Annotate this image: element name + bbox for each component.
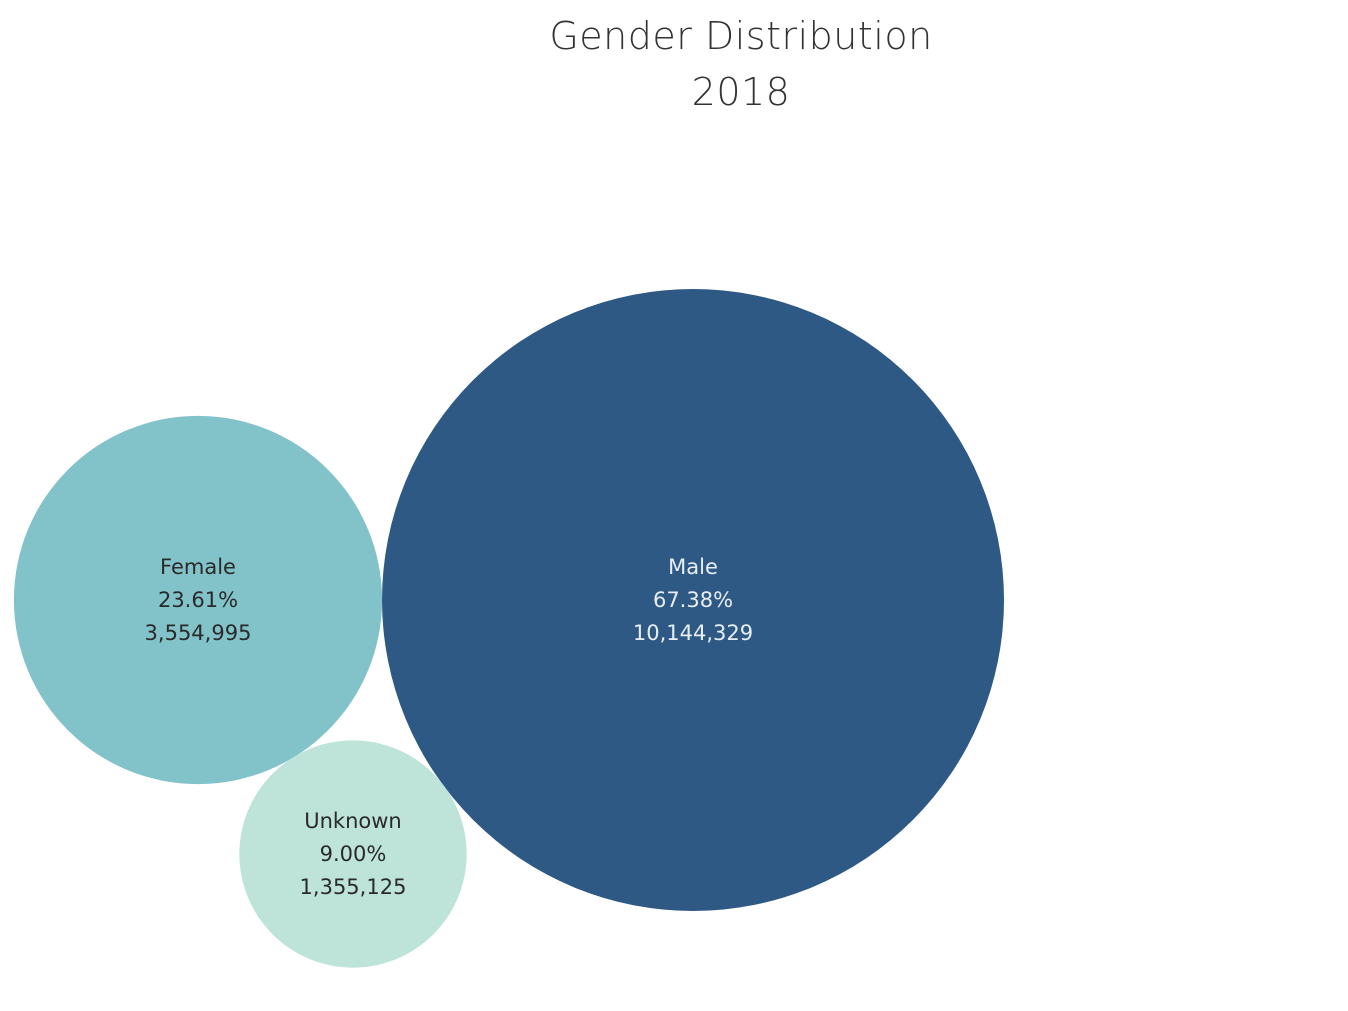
bubble-label-percent-male: 67.38%	[653, 588, 733, 612]
bubble-label-value-male: 10,144,329	[633, 621, 753, 645]
bubble-male[interactable]: Male 67.38% 10,144,329	[382, 289, 1004, 911]
bubble-unknown[interactable]: Unknown 9.00% 1,355,125	[239, 740, 467, 968]
bubble-label-value-female: 3,554,995	[145, 621, 252, 645]
bubble-label-percent-female: 23.61%	[158, 588, 238, 612]
bubble-circle-female[interactable]	[13, 415, 383, 785]
chart-title: Gender Distribution	[549, 14, 933, 58]
bubble-label-name-male: Male	[668, 555, 718, 579]
bubble-circle-unknown[interactable]	[239, 740, 467, 968]
bubble-label-value-unknown: 1,355,125	[300, 875, 407, 899]
bubble-female[interactable]: Female 23.61% 3,554,995	[13, 415, 383, 785]
chart-title-block: Gender Distribution 2018	[0, 8, 1348, 120]
bubble-label-name-female: Female	[160, 555, 236, 579]
bubble-circle-male[interactable]	[382, 289, 1004, 911]
chart-subtitle: 2018	[691, 70, 791, 114]
bubble-label-percent-unknown: 9.00%	[320, 842, 387, 866]
bubble-label-name-unknown: Unknown	[304, 809, 401, 833]
